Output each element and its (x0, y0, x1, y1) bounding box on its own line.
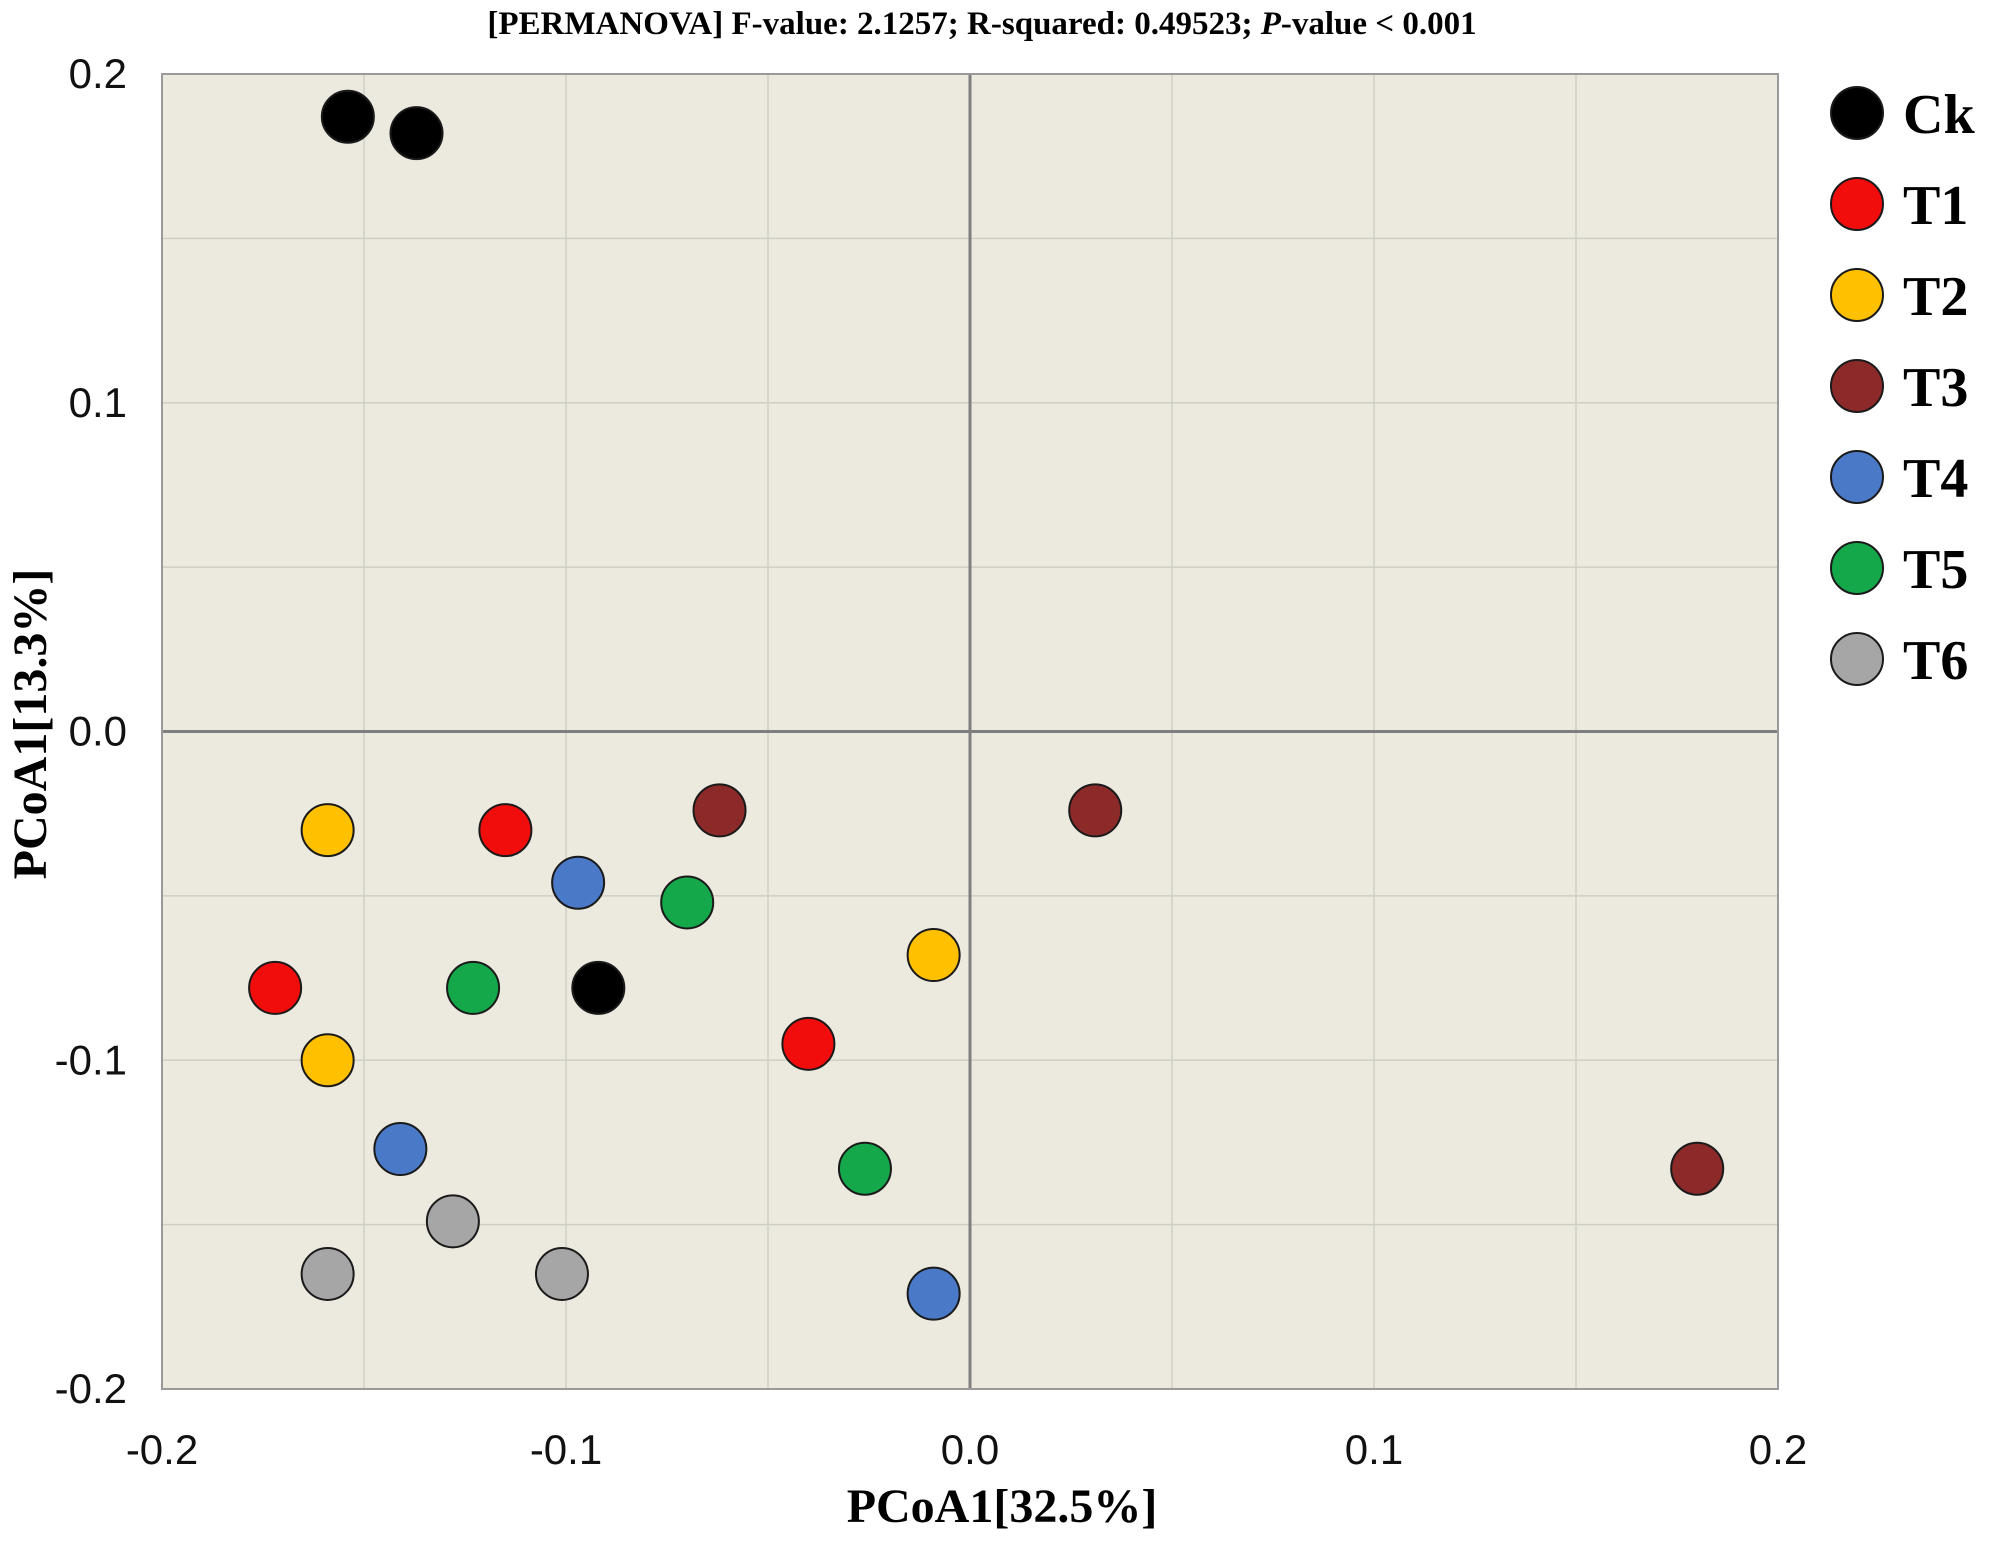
data-point-t3 (1670, 1141, 1725, 1196)
y-tick-label: 0.2 (69, 50, 127, 97)
data-point-ck (389, 106, 444, 161)
data-point-t1 (248, 960, 303, 1015)
legend-marker-ck (1830, 86, 1884, 140)
data-point-t1 (478, 803, 533, 858)
title-prefix: [PERMANOVA] F-value: 2.1257; R-squared: … (487, 6, 1260, 42)
legend-marker-t2 (1830, 268, 1884, 322)
legend-marker-t3 (1830, 359, 1884, 413)
plot-area (161, 73, 1779, 1390)
data-point-t2 (300, 1033, 355, 1088)
y-tick-label: -0.1 (55, 1036, 127, 1083)
legend: Ck T1 T2 T3 T4 T5 T6 (1830, 84, 1975, 692)
data-point-t6 (300, 1246, 355, 1301)
data-point-t4 (551, 855, 606, 910)
plot-border (161, 73, 1779, 1390)
data-point-t2 (300, 803, 355, 858)
data-point-ck (320, 89, 375, 144)
x-tick-label: -0.1 (530, 1426, 602, 1473)
legend-label-t3: T3 (1903, 357, 1968, 419)
legend-marker-t4 (1830, 450, 1884, 504)
title-suffix: -value < 0.001 (1281, 6, 1477, 42)
data-point-t1 (781, 1016, 836, 1071)
chart-title: [PERMANOVA] F-value: 2.1257; R-squared: … (487, 6, 1476, 42)
axes: -0.2 -0.1 0.0 0.1 0.2 0.2 0.1 0.0 -0.1 -0.2 (55, 50, 1808, 1473)
y-axis-label: PCoA1[13.3%] (4, 569, 57, 880)
legend-label-t4: T4 (1903, 448, 1968, 510)
title-italic-p: P (1260, 6, 1282, 42)
y-tick-label: 0.0 (69, 708, 127, 755)
data-point-t5 (837, 1141, 892, 1196)
legend-label-t5: T5 (1903, 539, 1968, 601)
data-point-t2 (906, 928, 961, 983)
data-point-t5 (446, 960, 501, 1015)
data-point-t6 (534, 1246, 589, 1301)
x-tick-label: 0.1 (1345, 1426, 1403, 1473)
legend-label-t2: T2 (1903, 266, 1968, 328)
data-point-t6 (425, 1194, 480, 1249)
data-point-t4 (373, 1122, 428, 1177)
data-points (248, 89, 1725, 1321)
x-tick-label: -0.2 (126, 1426, 198, 1473)
data-point-t5 (660, 875, 715, 930)
x-tick-label: 0.0 (941, 1426, 999, 1473)
legend-label-t6: T6 (1903, 630, 1968, 692)
legend-label-t1: T1 (1903, 175, 1968, 237)
legend-label-ck: Ck (1903, 84, 1975, 146)
data-point-t4 (906, 1266, 961, 1321)
data-point-ck (571, 960, 626, 1015)
x-axis-label: PCoA1[32.5%] (847, 1480, 1158, 1533)
legend-marker-t1 (1830, 177, 1884, 231)
legend-marker-t5 (1830, 541, 1884, 595)
legend-marker-t6 (1830, 632, 1884, 686)
x-tick-label: 0.2 (1749, 1426, 1807, 1473)
y-tick-label: 0.1 (69, 379, 127, 426)
data-point-t3 (692, 783, 747, 838)
y-tick-label: -0.2 (55, 1365, 127, 1412)
data-point-t3 (1068, 783, 1123, 838)
